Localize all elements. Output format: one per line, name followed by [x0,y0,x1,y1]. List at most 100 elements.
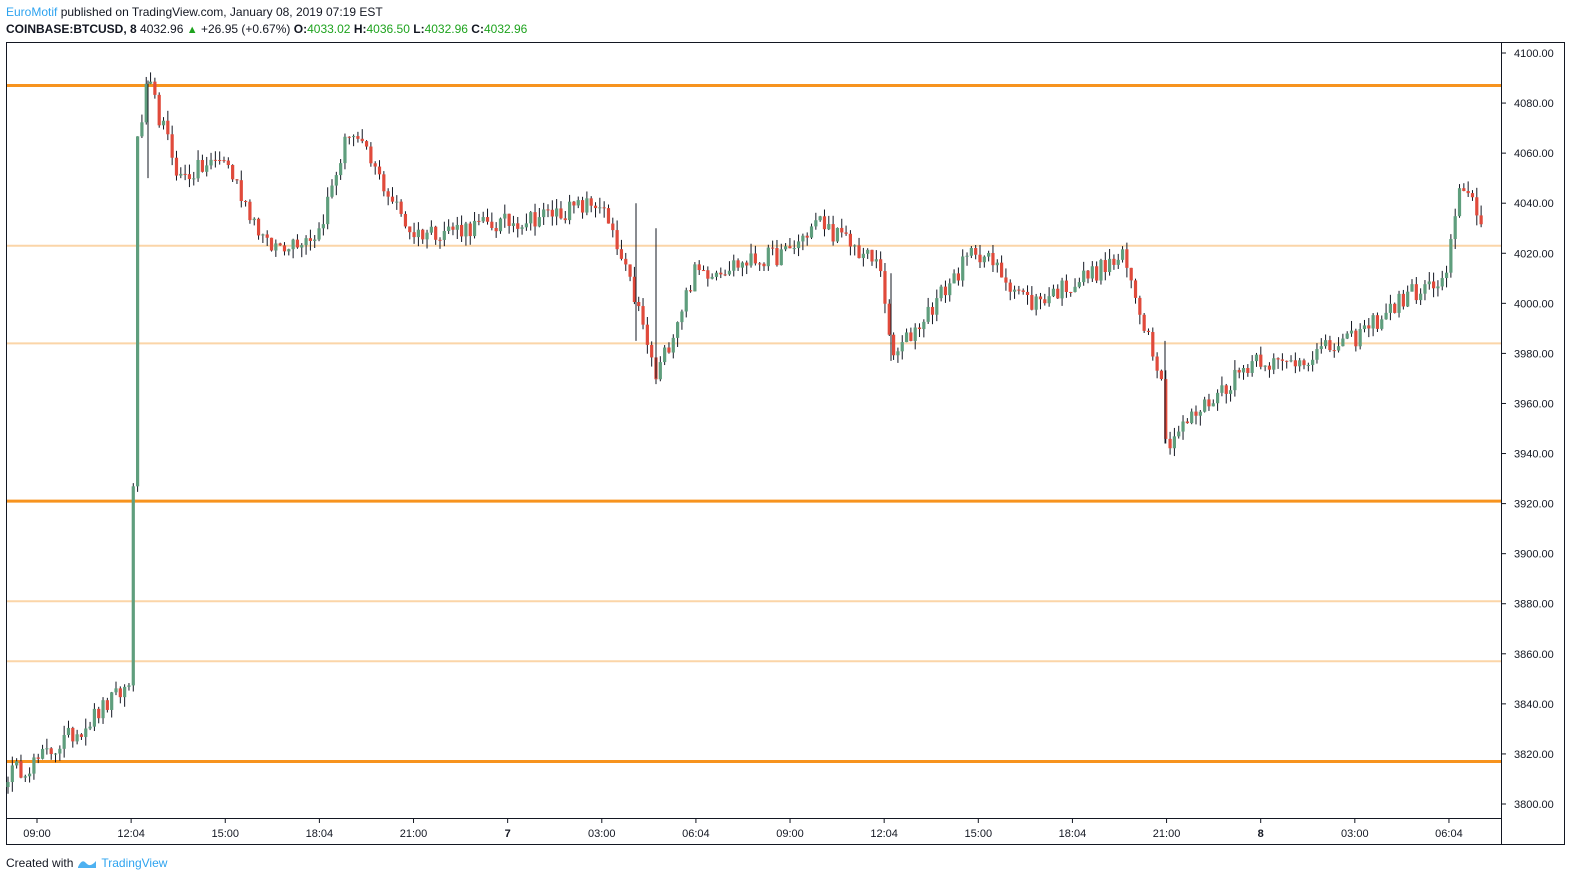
candle-down [79,734,84,737]
candle-up [520,227,524,229]
candle-down [991,252,995,266]
x-tick-label: 09:00 [776,828,804,840]
candle-down [831,224,835,242]
candle-down [771,247,775,249]
candle-up [334,175,338,186]
candle-down [308,238,312,241]
candle-down [278,243,282,246]
candle-down [49,748,53,755]
candle-up [792,248,796,250]
x-tick-label: 12:04 [870,828,898,840]
candle-down [269,237,274,251]
candle-down [97,708,101,719]
candle-up [261,234,265,236]
candle-up [1388,303,1392,313]
candle-down [1393,303,1397,313]
candle-up [948,283,952,296]
candle-up [1120,249,1125,260]
candle-up [1228,390,1233,394]
candle-up [987,252,991,257]
x-tick-label: 21:00 [400,828,428,840]
candle-up [23,776,27,778]
candle-down [1259,354,1263,367]
candle-up [1272,358,1276,370]
candle-up [784,246,788,250]
tradingview-link[interactable]: TradingView [101,856,168,870]
candle-down [974,248,978,255]
candle-down [930,306,935,315]
candle-down [753,253,757,264]
candle-down [762,263,766,267]
candle-up [313,239,317,241]
candle-down [645,324,649,345]
candle-up [503,213,507,219]
tradingview-logo-icon [78,861,97,868]
candle-up [1324,340,1328,347]
candle-down [559,208,563,219]
candle-up [75,734,79,742]
symbol-label: COINBASE:BTCUSD, 8 [6,22,137,36]
candle-down [460,224,464,237]
candle-down [1462,188,1466,192]
candle-up [1306,364,1310,366]
candle-down [1000,262,1004,278]
candle-up [209,159,213,166]
candle-down [438,239,442,241]
candle-up [62,735,66,749]
candle-down [356,136,360,139]
candle-up [148,81,153,84]
candle-up [555,208,559,217]
candle-down [412,232,416,238]
candle-up [1341,338,1345,347]
candle-up [1211,403,1215,407]
candle-up [274,243,278,251]
candle-down [1332,350,1336,352]
high-label: H: [353,22,367,36]
candle-up [727,270,732,275]
candle-down [706,270,710,279]
candle-up [1077,282,1081,287]
high-value: 4036.50 [366,22,410,36]
candle-up [304,238,308,246]
candle-up [952,273,956,284]
candle-down [516,223,520,229]
y-tick-label: 3840.00 [1514,699,1554,711]
candle-down [244,201,248,203]
x-tick-label: 03:00 [1341,828,1369,840]
candle-down [347,136,351,138]
candle-up [498,218,503,232]
candle-down [1168,438,1172,449]
candle-down [36,757,40,759]
candle-up [326,196,330,225]
candle-up [809,226,814,238]
candle-up [84,728,88,737]
candle-up [576,200,580,206]
candle-down [1302,360,1306,366]
candle-up [58,748,62,754]
candle-up [1116,259,1120,265]
candle-up [321,224,325,229]
candle-up [801,235,805,242]
candle-up [1082,270,1086,283]
x-tick-label: 09:00 [23,828,51,840]
candle-down [1146,330,1151,333]
candle-up [861,253,865,259]
candle-up [913,327,917,341]
candle-up [1449,239,1453,273]
candle-up [15,761,19,766]
x-tick-label: 06:04 [682,828,710,840]
candle-down [701,270,706,272]
candle-up [969,248,973,256]
candle-up [447,226,451,232]
candle-up [1397,293,1401,313]
candle-up [904,332,909,343]
author-link[interactable]: EuroMotif [6,5,58,19]
candle-down [1432,281,1436,289]
candle-down [1043,299,1047,304]
candle-down [451,226,455,230]
candle-down [606,208,611,224]
candle-up [455,224,459,230]
x-tick-label: 06:04 [1435,828,1463,840]
symbol-info: COINBASE:BTCUSD, 8 4032.96 ▲ +26.95 (+0.… [6,22,527,36]
